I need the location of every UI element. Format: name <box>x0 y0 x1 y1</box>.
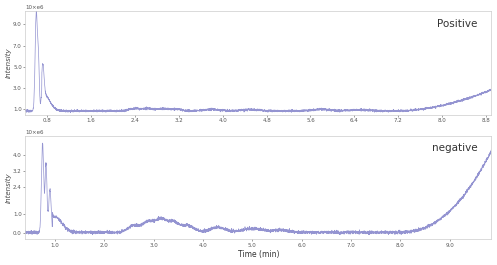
Text: Positive: Positive <box>437 19 478 29</box>
Text: negative: negative <box>432 143 478 153</box>
X-axis label: Time (min): Time (min) <box>238 250 279 259</box>
Text: 10×e6: 10×e6 <box>25 130 44 135</box>
Text: 10×e6: 10×e6 <box>25 6 44 10</box>
Y-axis label: Intensity: Intensity <box>5 172 11 203</box>
Y-axis label: Intensity: Intensity <box>5 48 11 78</box>
